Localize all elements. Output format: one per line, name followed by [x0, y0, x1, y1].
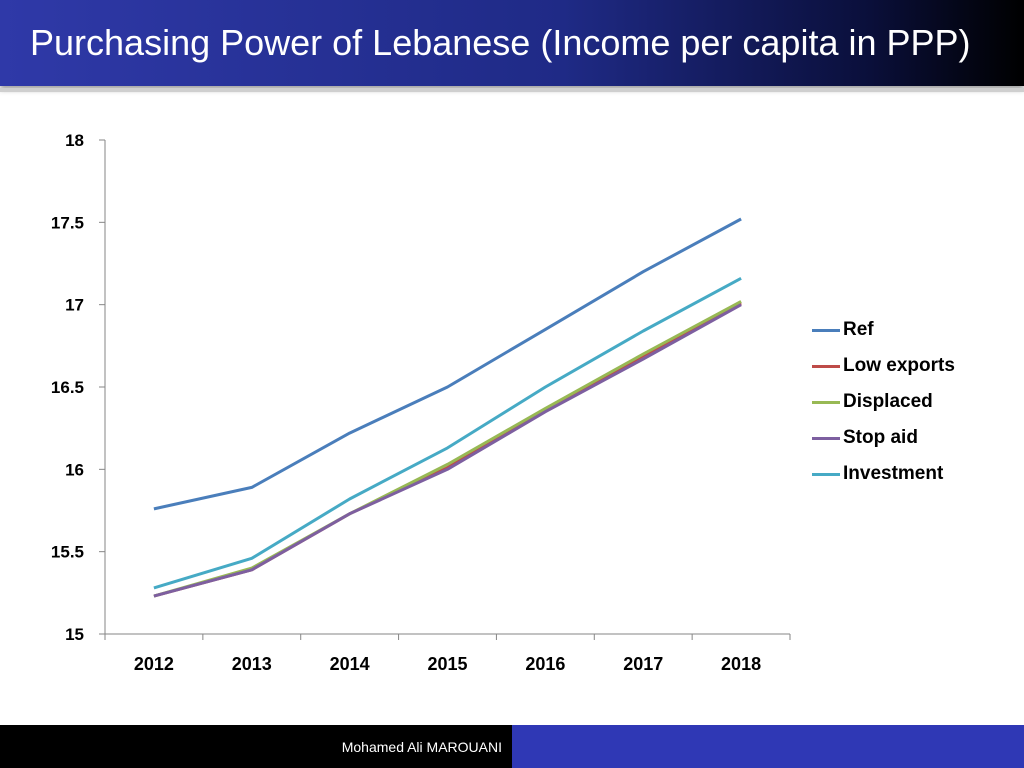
- footer-author: Mohamed Ali MAROUANI: [341, 739, 502, 755]
- y-tick-label: 17: [65, 296, 84, 315]
- legend-swatch: [812, 437, 840, 440]
- series-line-stop-aid: [153, 303, 742, 598]
- legend-label: Displaced: [843, 391, 933, 412]
- x-tick-label: 2012: [134, 654, 174, 674]
- title-bar: Purchasing Power of Lebanese (Income per…: [0, 0, 1024, 86]
- series-line-investment: [153, 276, 742, 590]
- x-tick-label: 2017: [623, 654, 663, 674]
- footer-right-panel: [512, 725, 1024, 768]
- chart-tick-labels: 15 15.5 16 16.5 17 17.5 18 2012 2013 2014 2015 2016…: [51, 131, 761, 674]
- slide-title: Purchasing Power of Lebanese (Income per…: [30, 22, 971, 63]
- y-tick-label: 18: [65, 131, 84, 150]
- footer-left-panel: Mohamed Ali MAROUANI: [0, 725, 512, 768]
- legend-swatch: [812, 473, 840, 476]
- y-tick-label: 16.5: [51, 378, 84, 397]
- series-line-ref: [153, 217, 742, 511]
- legend-label: Investment: [843, 463, 944, 484]
- title-divider: [0, 88, 1024, 92]
- chart-axes: [99, 139, 791, 640]
- legend-label: Low exports: [843, 355, 955, 376]
- legend-swatch: [812, 401, 840, 404]
- chart-series: [153, 217, 742, 598]
- line-chart: 15 15.5 16 16.5 17 17.5 18 2012 2013 2014 2015 2016…: [51, 131, 791, 674]
- legend-label: Stop aid: [843, 427, 918, 448]
- x-tick-label: 2014: [330, 654, 370, 674]
- x-tick-label: 2018: [721, 654, 761, 674]
- x-tick-label: 2015: [427, 654, 467, 674]
- y-tick-label: 17.5: [51, 213, 84, 232]
- x-tick-label: 2013: [232, 654, 272, 674]
- y-tick-label: 16: [65, 460, 84, 479]
- legend-swatch: [812, 329, 840, 332]
- x-tick-label: 2016: [525, 654, 565, 674]
- y-tick-label: 15: [65, 625, 84, 644]
- legend-swatch: [812, 365, 840, 368]
- legend-label: Ref: [843, 319, 874, 340]
- y-tick-label: 15.5: [51, 543, 84, 562]
